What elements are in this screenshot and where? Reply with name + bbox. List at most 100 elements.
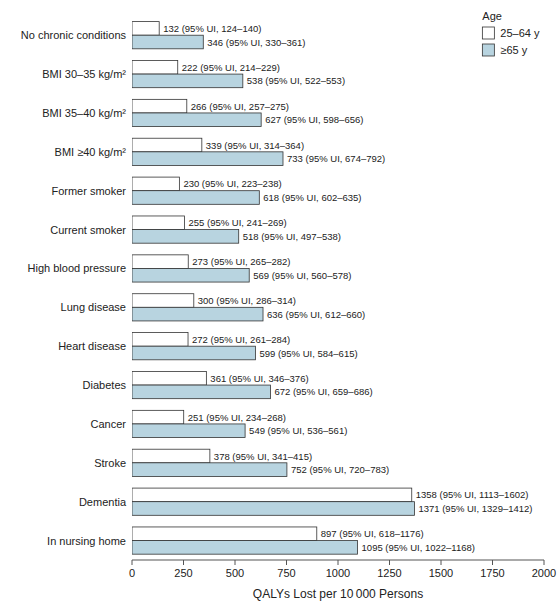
data-label: 1358 (95% UI, 1113–1602) [416,489,529,500]
x-tick [492,560,493,565]
data-label: 569 (95% UI, 560–578) [253,270,351,281]
x-tick [389,560,390,565]
data-label: 1371 (95% UI, 1329–1412) [418,503,532,514]
x-tick-label: 1750 [480,567,504,579]
bar [132,255,188,269]
data-label: 132 (95% UI, 124–140) [163,23,261,34]
data-label: 300 (95% UI, 286–314) [198,295,296,306]
bar [132,333,188,347]
bar [132,268,249,282]
y-tick-label: High blood pressure [28,262,126,274]
bar [132,541,358,555]
bar [132,230,239,244]
data-label: 518 (95% UI, 497–538) [243,231,341,242]
bar [132,294,194,308]
bar [132,463,287,477]
legend-swatch [482,44,494,56]
x-axis: 0 250 500 750 1000 1250 1500 1750 2000 [129,560,556,579]
y-tick-label: Heart disease [58,340,126,352]
bar [132,22,159,36]
data-label: 273 (95% UI, 265–282) [192,256,290,267]
bar [132,502,414,516]
bar [132,35,203,49]
data-label: 272 (95% UI, 261–284) [192,334,290,345]
data-label: 378 (95% UI, 341–415) [214,451,312,462]
y-tick-label: Cancer [91,418,127,430]
data-label: 222 (95% UI, 214–229) [182,62,280,73]
y-tick-label: Current smoker [50,224,126,236]
data-label: 672 (95% UI, 659–686) [274,386,372,397]
data-label: 733 (95% UI, 674–792) [287,153,385,164]
y-tick-label: BMI ≥40 kg/m² [55,146,127,158]
bar [132,191,259,205]
bar [132,385,270,399]
x-tick-label: 1500 [429,567,453,579]
y-tick-label: Dementia [79,496,127,508]
x-tick-label: 500 [226,567,244,579]
x-tick-label: 2000 [532,567,556,579]
bar [132,152,283,166]
data-label: 346 (95% UI, 330–361) [207,37,305,48]
bar [132,410,184,424]
bar [132,138,202,152]
bars [132,22,414,555]
data-label: 897 (95% UI, 618–1176) [321,528,424,539]
data-label: 618 (95% UI, 602–635) [263,192,361,203]
legend-label: 25–64 y [500,27,540,39]
y-tick-label: No chronic conditions [21,29,127,41]
data-label: 266 (95% UI, 257–275) [191,101,289,112]
data-label: 1095 (95% UI, 1022–1168) [362,542,475,553]
y-axis: No chronic conditions BMI 30–35 kg/m² BMI … [21,29,127,546]
y-tick-label: BMI 35–40 kg/m² [42,107,126,119]
bar [132,424,245,438]
bar [132,449,210,463]
bar [132,99,187,113]
data-label: 752 (95% UI, 720–783) [291,464,389,475]
bar [132,346,255,360]
bar [132,527,317,541]
y-tick-label: Former smoker [51,185,126,197]
x-tick [183,560,184,565]
bar [132,113,261,127]
bar [132,74,243,88]
data-label: 549 (95% UI, 536–561) [249,425,347,436]
data-labels: 132 (95% UI, 124–140) 222 (95% UI, 214–22… [163,23,532,553]
chart: 132 (95% UI, 124–140) 222 (95% UI, 214–22… [0,0,558,606]
x-tick [338,560,339,565]
legend-title: Age [482,10,502,22]
data-label: 251 (95% UI, 234–268) [188,412,286,423]
data-label: 599 (95% UI, 584–615) [259,348,357,359]
data-label: 230 (95% UI, 223–238) [183,178,281,189]
x-tick-label: 250 [174,567,192,579]
bar [132,307,263,321]
x-tick [544,560,545,565]
x-tick-label: 1250 [377,567,401,579]
x-axis-label: QALYs Lost per 10 000 Persons [253,587,423,601]
legend-swatch [482,27,494,39]
data-label: 538 (95% UI, 522–553) [247,75,345,86]
bar [132,216,185,230]
bar [132,488,412,502]
x-tick [235,560,236,565]
data-label: 636 (95% UI, 612–660) [267,309,365,320]
bar [132,177,179,191]
data-label: 339 (95% UI, 314–364) [206,140,304,151]
y-tick-label: In nursing home [47,535,126,547]
bar [132,60,178,74]
x-tick [132,560,133,565]
x-tick [286,560,287,565]
x-tick-label: 1000 [326,567,350,579]
y-tick-label: Diabetes [83,379,127,391]
x-tick-label: 750 [277,567,295,579]
data-label: 627 (95% UI, 598–656) [265,114,363,125]
x-tick-label: 0 [129,567,135,579]
data-label: 255 (95% UI, 241–269) [189,217,287,228]
y-tick-label: BMI 30–35 kg/m² [42,68,126,80]
bar [132,371,206,385]
y-tick-label: Lung disease [61,301,126,313]
legend: Age 25–64 y ≥65 y [482,10,540,56]
data-label: 361 (95% UI, 346–376) [210,373,308,384]
x-tick [441,560,442,565]
legend-label: ≥65 y [500,44,527,56]
y-tick-label: Stroke [94,457,126,469]
